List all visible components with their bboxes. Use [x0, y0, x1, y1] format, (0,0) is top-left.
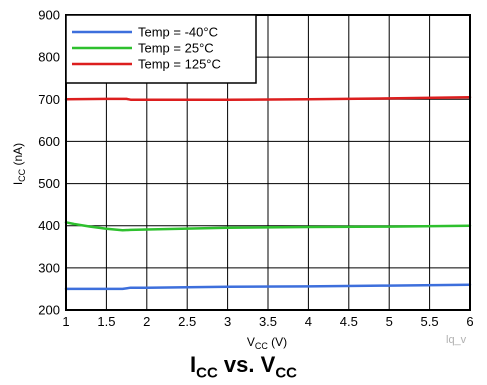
series-line-2	[64, 95, 472, 101]
y-tick-label: 900	[38, 8, 60, 23]
watermark-text: lq_v	[446, 334, 467, 346]
x-tick-label: 5	[386, 314, 393, 329]
x-axis-label: VCC (V)	[247, 335, 287, 350]
y-tick-label: 500	[38, 176, 60, 191]
series-line-1	[64, 221, 472, 232]
y-tick-labels: 200 300 400 500 600 700 800 900	[38, 8, 60, 318]
x-tick-label: 1.5	[97, 314, 115, 329]
x-tick-label: 4.5	[340, 314, 358, 329]
x-tick-label: 2.5	[178, 314, 196, 329]
chart-caption: ICC vs. VCC	[190, 352, 297, 382]
legend-label-1: Temp = 25°C	[138, 41, 214, 56]
x-tick-label: 4	[305, 314, 312, 329]
plot-frame	[65, 14, 471, 311]
x-tick-label: 6	[466, 314, 473, 329]
x-tick-label: 5.5	[421, 314, 439, 329]
y-tick-label: 800	[38, 50, 60, 65]
y-tick-label: 200	[38, 303, 60, 318]
x-tick-label: 1	[62, 314, 69, 329]
x-tick-label: 3	[224, 314, 231, 329]
x-tick-labels: 1 1.5 2 2.5 3 3.5 4 4.5 5 5.5 6	[62, 314, 473, 329]
icc-vs-vcc-chart: 1 1.5 2 2.5 3 3.5 4 4.5 5 5.5 6 200 300 400 500 600 700…	[11, 8, 474, 351]
y-tick-label: 700	[38, 92, 60, 107]
series-line-0	[64, 283, 472, 291]
y-tick-label: 300	[38, 260, 60, 275]
series-lines	[64, 95, 472, 291]
y-tick-label: 400	[38, 218, 60, 233]
legend-label-0: Temp = -40°C	[138, 25, 218, 40]
y-axis-label: ICC (nA)	[11, 143, 27, 185]
x-tick-label: 2	[143, 314, 150, 329]
y-tick-label: 600	[38, 134, 60, 149]
x-tick-label: 3.5	[259, 314, 277, 329]
legend-label-2: Temp = 125°C	[138, 57, 221, 72]
